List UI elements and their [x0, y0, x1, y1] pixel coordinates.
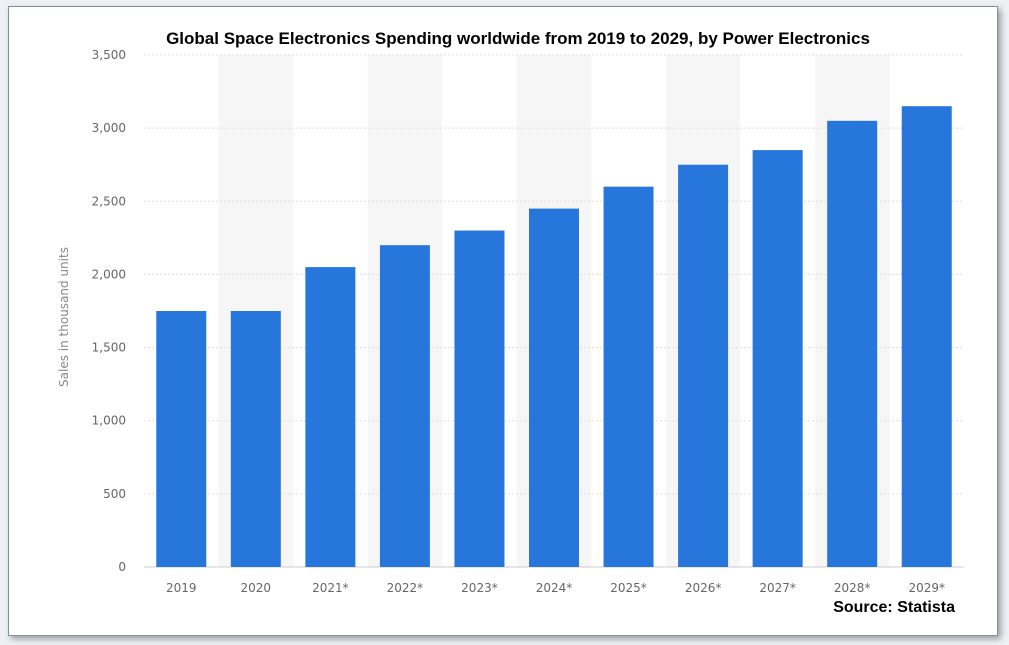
x-tick-label: 2029*: [908, 581, 945, 595]
x-tick-label: 2022*: [387, 581, 424, 595]
x-tick-label: 2024*: [536, 581, 573, 595]
bar: [230, 311, 281, 567]
bar: [752, 150, 803, 568]
bar: [454, 230, 505, 568]
bar: [603, 186, 654, 567]
chart-frame: 0 500 1,000 1,500 2,000 2,500 3,000 3,500 2019 2…: [8, 6, 998, 636]
x-tick-label: 2028*: [834, 581, 871, 595]
bar: [379, 245, 430, 567]
bar: [678, 164, 729, 567]
y-tick-label: 3,500: [92, 48, 126, 62]
bar: [901, 106, 952, 567]
x-tick-labels: 2019 2020 2021* 2022* 2023* 2024* 2025* 2026* 20…: [166, 581, 945, 595]
y-tick-label: 1,000: [92, 414, 126, 428]
y-tick-label: 0: [118, 560, 126, 574]
y-tick-label: 500: [103, 487, 126, 501]
x-tick-label: 2025*: [610, 581, 647, 595]
bar: [305, 267, 356, 567]
y-tick-label: 2,500: [92, 194, 126, 208]
y-axis-label: Sales in thousand units: [57, 247, 71, 387]
y-tick-label: 2,000: [92, 267, 126, 281]
bar: [827, 120, 878, 567]
x-tick-label: 2020: [241, 581, 272, 595]
x-tick-label: 2023*: [461, 581, 498, 595]
x-tick-label: 2026*: [685, 581, 722, 595]
y-tick-label: 1,500: [92, 341, 126, 355]
chart-title: Global Space Electronics Spending worldw…: [166, 29, 870, 48]
bars: [156, 106, 952, 568]
x-tick-label: 2027*: [759, 581, 796, 595]
x-tick-label: 2021*: [312, 581, 349, 595]
source-label: Source: Statista: [833, 599, 955, 616]
bar: [156, 311, 207, 567]
y-tick-labels: 0 500 1,000 1,500 2,000 2,500 3,000 3,500: [92, 48, 126, 574]
y-tick-label: 3,000: [92, 121, 126, 135]
bar: [529, 208, 579, 567]
x-tick-label: 2019: [166, 581, 197, 595]
